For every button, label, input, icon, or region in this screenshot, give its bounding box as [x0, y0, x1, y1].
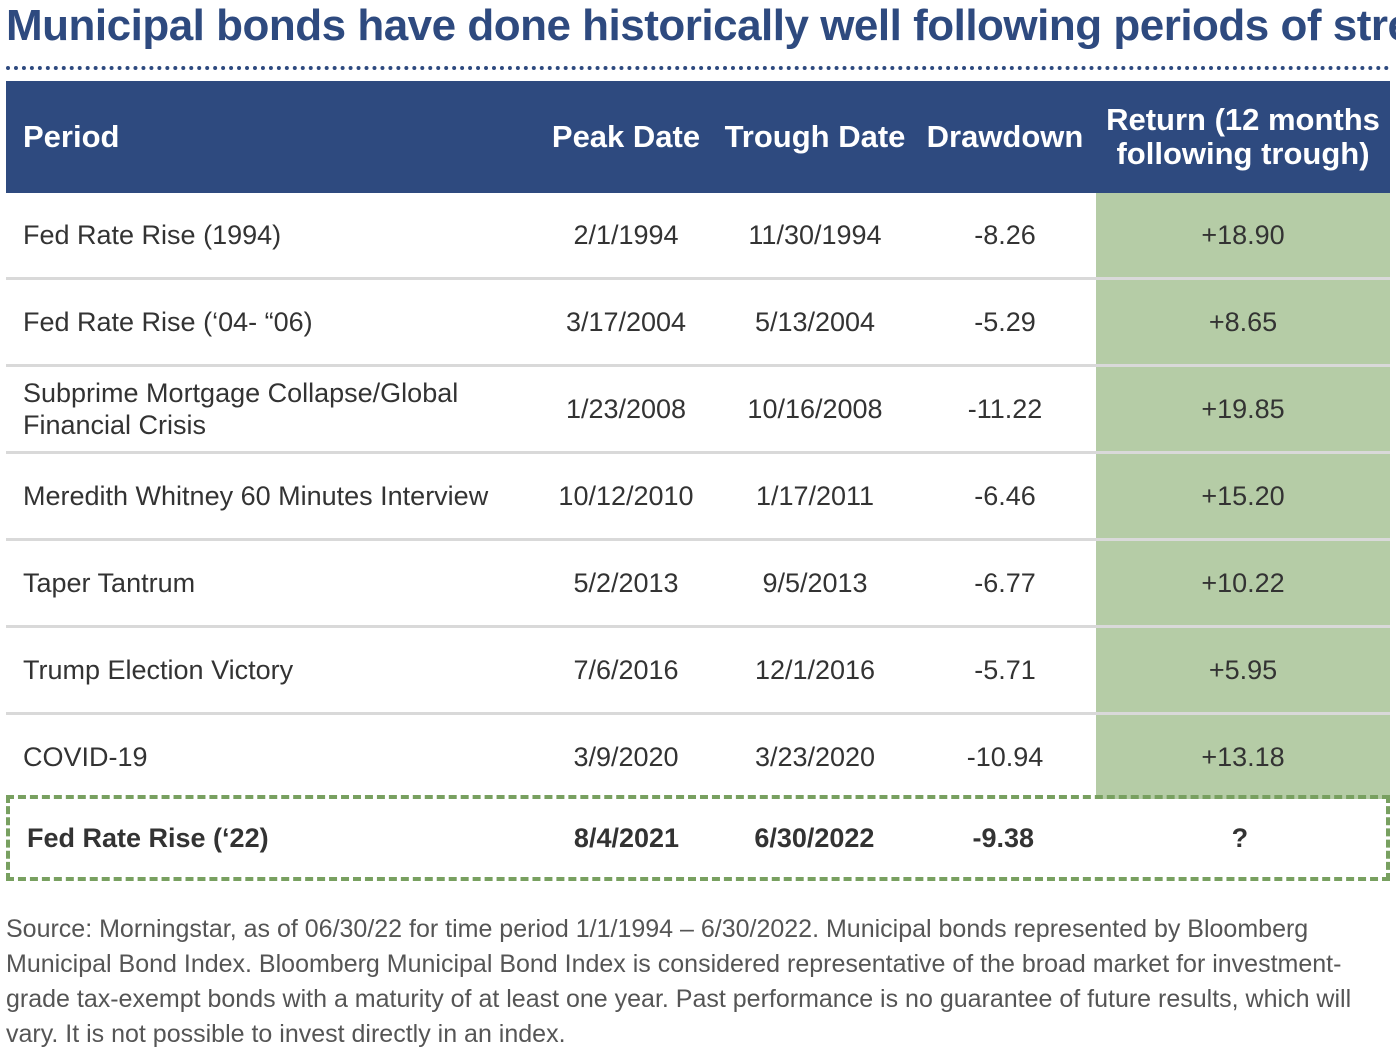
table-row: Meredith Whitney 60 Minutes Interview 10/… — [6, 452, 1390, 541]
return-cell: +10.22 — [1096, 539, 1390, 628]
highlight-period: Fed Rate Rise (‘22) — [27, 822, 269, 853]
table-row: Fed Rate Rise (‘04- “06) 3/17/2004 5/13/20… — [6, 278, 1390, 367]
return-cell: +18.90 — [1096, 193, 1390, 280]
table-header: Period Peak Date Trough Date Drawdown Re… — [6, 81, 1390, 193]
trough-date-cell: 11/30/1994 — [716, 193, 914, 280]
highlight-return: ? — [1231, 822, 1249, 853]
chart-title: Municipal bonds have done historically w… — [6, 1, 1396, 50]
period-cell: Subprime Mortgage Collapse/Global Financ… — [6, 365, 536, 454]
column-header-drawdown: Drawdown — [914, 81, 1096, 193]
table-row: COVID-19 3/9/2020 3/23/2020 -10.94 +13.18 — [6, 713, 1390, 799]
table-row: Trump Election Victory 7/6/2016 12/1/2016-… — [6, 626, 1390, 715]
title-divider — [6, 66, 1390, 70]
drawdown-cell: -8.26 — [914, 193, 1096, 280]
drawdown-cell: -6.46 — [914, 452, 1096, 541]
period-cell: Taper Tantrum — [6, 539, 536, 628]
highlight-peak-date: 8/4/2021 — [573, 822, 680, 853]
peak-date-cell: 3/17/2004 — [536, 278, 716, 367]
highlight-row: Fed Rate Rise (‘22) 8/4/2021 6/30/2022 -… — [10, 799, 1386, 877]
drawdown-cell: -5.71 — [914, 626, 1096, 715]
source-note: Source: Morningstar, as of 06/30/22 for … — [6, 915, 1352, 1048]
period-cell: Fed Rate Rise (‘04- “06) — [6, 278, 536, 367]
trough-date-cell: 1/17/2011 — [716, 452, 914, 541]
peak-date-cell: 3/9/2020 — [573, 742, 679, 772]
peak-date-cell: 1/23/2008 — [536, 365, 716, 454]
highlight-trough-date: 6/30/2022 — [754, 822, 875, 853]
period-cell: COVID-19 — [23, 742, 148, 772]
return-cell: +19.85 — [1096, 365, 1390, 454]
peak-date-cell: 10/12/2010 — [536, 452, 716, 541]
trough-date-cell: 10/16/2008 — [716, 365, 914, 454]
highlight-drawdown: -9.38 — [972, 822, 1035, 853]
table-row: Fed Rate Rise (1994) 2/1/1994 11/30/1994 -8… — [6, 193, 1390, 280]
highlight-row-box: Fed Rate Rise (‘22) 8/4/2021 6/30/2022 -… — [6, 795, 1390, 881]
return-cell: +15.20 — [1096, 452, 1390, 541]
column-header-peak-date: Peak Date — [536, 81, 716, 193]
trough-date-cell: 3/23/2020 — [754, 742, 876, 772]
column-header-return: Return (12 months following trough) — [1096, 81, 1390, 193]
data-table-container: Period Peak Date Trough Date Drawdown Re… — [6, 81, 1390, 799]
drawdown-cell: -5.29 — [914, 278, 1096, 367]
drawdown-cell: -11.22 — [914, 365, 1096, 454]
bond-stress-table: Period Peak Date Trough Date Drawdown Re… — [6, 81, 1390, 799]
drawdown-cell: -6.77 — [914, 539, 1096, 628]
peak-date-cell: 5/2/2013 — [536, 539, 716, 628]
table-row: Subprime Mortgage Collapse/Global Financ… — [6, 365, 1390, 454]
return-cell: +5.95 — [1096, 626, 1390, 715]
trough-date-cell: 9/5/2013 — [716, 539, 914, 628]
return-cell: +13.18 — [1096, 713, 1390, 799]
period-cell: Trump Election Victory — [6, 626, 536, 715]
return-cell: +8.65 — [1096, 278, 1390, 367]
table-row: Taper Tantrum 5/2/2013 9/5/2013 -6.77 +10.22 — [6, 539, 1390, 628]
table-body: Fed Rate Rise (1994) 2/1/1994 11/30/1994 -8… — [6, 193, 1390, 799]
column-header-trough-date: Trough Date — [716, 81, 914, 193]
period-cell: Meredith Whitney 60 Minutes Interview — [6, 452, 536, 541]
peak-date-cell: 2/1/1994 — [536, 193, 716, 280]
trough-date-cell: 5/13/2004 — [716, 278, 914, 367]
column-header-period: Period — [6, 81, 536, 193]
period-cell: Fed Rate Rise (1994) — [6, 193, 536, 280]
peak-date-cell: 7/6/2016 — [536, 626, 716, 715]
trough-date-cell: 12/1/2016 — [716, 626, 914, 715]
drawdown-cell: -10.94 — [966, 742, 1044, 772]
